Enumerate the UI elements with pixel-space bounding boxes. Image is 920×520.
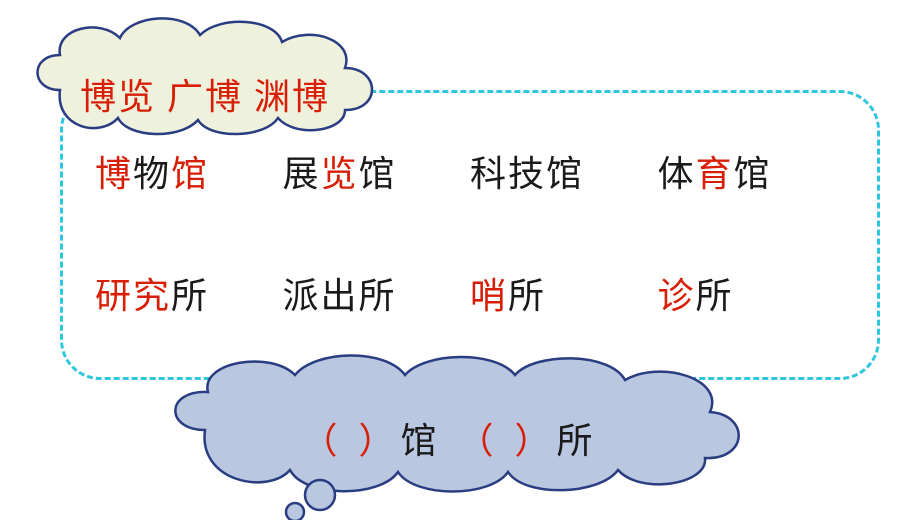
word-grid: 博物馆展览馆科技馆体育馆研究所派出所哨所诊所 xyxy=(95,145,835,319)
word-seg: 馆 xyxy=(359,154,397,194)
stage: { "colors": { "red": "#d81e06", "black":… xyxy=(0,0,920,517)
cloud-bottom-label: （ ）馆 （ ）所 xyxy=(150,412,750,464)
cloud-bubble-1 xyxy=(305,480,335,510)
word-r0-c3: 体育馆 xyxy=(658,145,836,197)
word-r0-c2: 科技馆 xyxy=(470,145,648,197)
word-seg: 诊 xyxy=(658,276,696,316)
word-seg: 览 xyxy=(321,154,359,194)
label-seg: 所 xyxy=(557,421,599,461)
cloud-top-label: 博览 广博 渊博 xyxy=(20,68,390,120)
word-seg: 馆 xyxy=(734,154,772,194)
word-seg: 馆 xyxy=(171,154,209,194)
word-seg: 科技馆 xyxy=(470,154,584,194)
label-seg: 博览 xyxy=(80,77,156,117)
cloud-bubble-2 xyxy=(286,503,304,520)
label-seg: 广博 xyxy=(156,77,243,117)
word-seg: 物 xyxy=(133,154,171,194)
word-r1-c1: 派出所 xyxy=(283,267,461,319)
word-seg: 博 xyxy=(95,154,133,194)
word-seg: 所 xyxy=(171,276,209,316)
word-r1-c3: 诊所 xyxy=(658,267,836,319)
cloud-bottom: （ ）馆 （ ）所 xyxy=(150,350,750,520)
word-seg: 展 xyxy=(283,154,321,194)
word-seg: 派出所 xyxy=(283,276,397,316)
label-seg: （ ） xyxy=(301,421,400,461)
word-r0-c1: 展览馆 xyxy=(283,145,461,197)
label-seg: 馆 xyxy=(400,421,457,461)
word-seg: 哨 xyxy=(470,276,508,316)
word-r0-c0: 博物馆 xyxy=(95,145,273,197)
word-seg: 育 xyxy=(696,154,734,194)
word-r1-c2: 哨所 xyxy=(470,267,648,319)
word-seg: 所 xyxy=(508,276,546,316)
label-seg: 渊博 xyxy=(243,77,330,117)
label-seg: （ ） xyxy=(458,421,557,461)
word-seg: 研究 xyxy=(95,276,171,316)
word-seg: 所 xyxy=(696,276,734,316)
word-r1-c0: 研究所 xyxy=(95,267,273,319)
word-seg: 体 xyxy=(658,154,696,194)
cloud-top: 博览 广博 渊博 xyxy=(20,10,390,140)
